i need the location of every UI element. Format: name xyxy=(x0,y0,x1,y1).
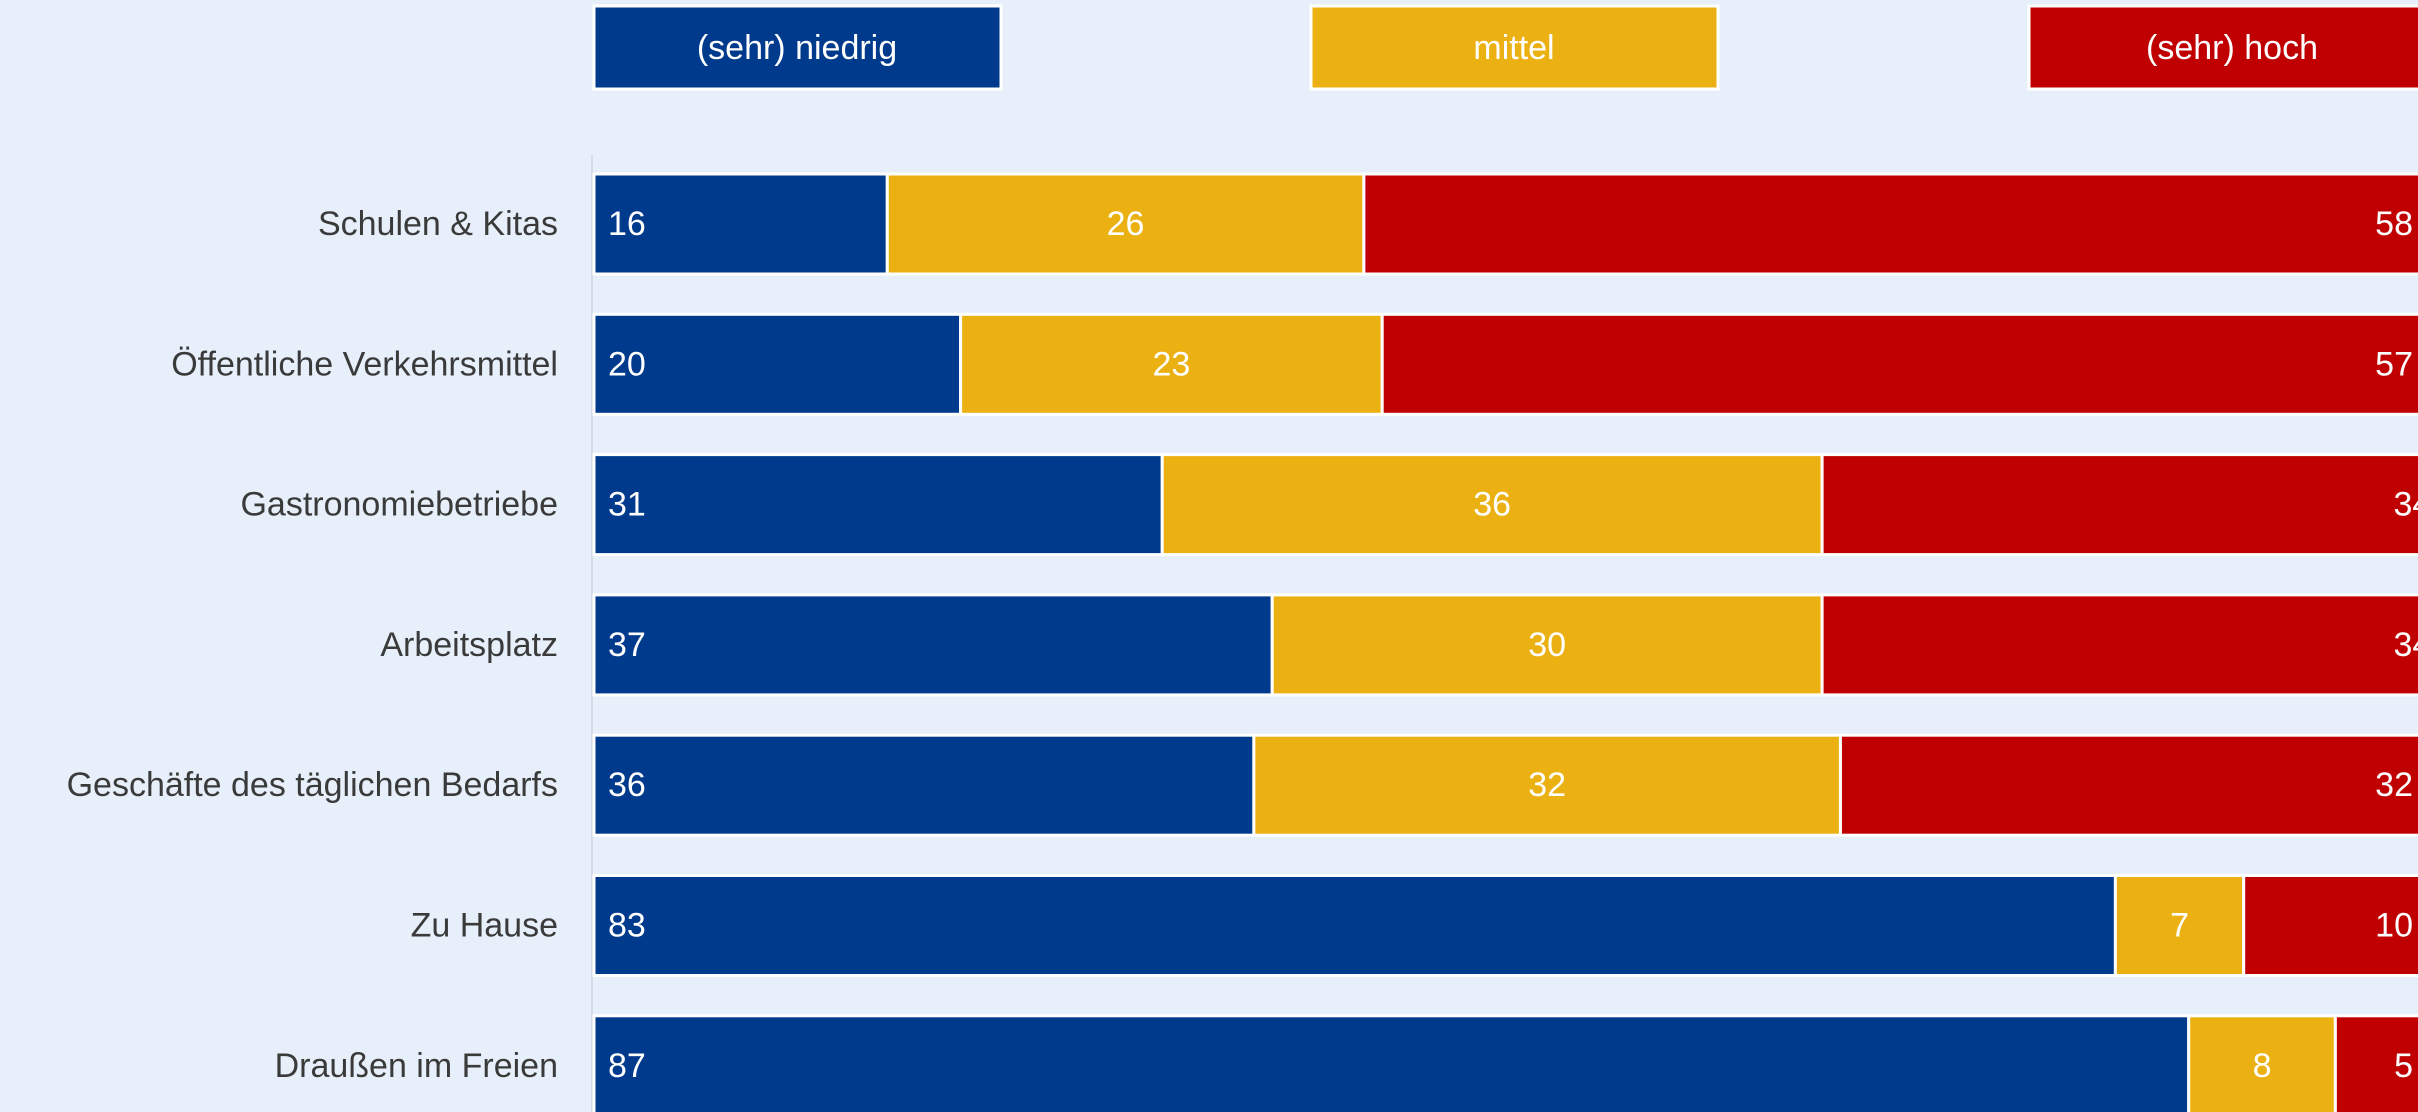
data-label: 7 xyxy=(2170,907,2189,945)
bar-segment xyxy=(592,453,1164,557)
data-label: 10 xyxy=(2375,907,2413,945)
bar-segment xyxy=(2113,874,2246,977)
data-label: 34 xyxy=(2394,626,2418,664)
legend-label: (sehr) niedrig xyxy=(697,29,897,67)
y-tick-label: Geschäfte des täglichen Bedarfs xyxy=(67,766,558,804)
data-label: 36 xyxy=(608,766,646,804)
y-tick-label: Schulen & Kitas xyxy=(318,205,558,243)
data-label: 30 xyxy=(1528,626,1566,664)
legend-label: mittel xyxy=(1473,29,1554,67)
data-label: 8 xyxy=(2253,1047,2272,1085)
data-label: 57 xyxy=(2375,345,2413,383)
data-label: 34 xyxy=(2394,486,2418,524)
data-label: 26 xyxy=(1107,205,1145,243)
y-tick-label: Gastronomiebetriebe xyxy=(240,486,558,524)
legend-swatch xyxy=(2027,4,2418,91)
y-tick-label: Arbeitsplatz xyxy=(380,626,558,664)
legend-swatch xyxy=(1309,4,1720,91)
data-label: 87 xyxy=(608,1047,646,1085)
bar-segment xyxy=(1362,172,2418,276)
bar-segment xyxy=(592,172,889,276)
bar-segment xyxy=(959,312,1384,416)
data-label: 36 xyxy=(1473,486,1511,524)
bar-segment xyxy=(592,312,963,416)
y-tick-label: Draußen im Freien xyxy=(275,1047,558,1085)
legend-swatch xyxy=(592,4,1003,91)
data-label: 16 xyxy=(608,205,646,243)
bar-segment xyxy=(1820,593,2418,697)
data-label: 20 xyxy=(608,345,646,383)
bar-segment xyxy=(1380,312,2418,416)
data-label: 23 xyxy=(1152,345,1190,383)
data-label: 31 xyxy=(608,486,646,524)
bar-segment xyxy=(1160,453,1824,557)
data-label: 32 xyxy=(1528,766,1566,804)
bar-segment xyxy=(2333,1014,2418,1112)
bar-segment xyxy=(592,733,1256,837)
data-label: 83 xyxy=(608,907,646,945)
data-label: 58 xyxy=(2375,205,2413,243)
bar-segment xyxy=(1820,453,2418,557)
bar-segment xyxy=(2187,1014,2337,1112)
bar-segment xyxy=(592,1014,2191,1112)
bar-segment xyxy=(592,874,2117,977)
bar-segment xyxy=(1838,733,2418,837)
bar-segment xyxy=(1270,593,1824,697)
bar-segment xyxy=(592,593,1274,697)
data-label: 37 xyxy=(608,626,646,664)
y-tick-label: Öffentliche Verkehrsmittel xyxy=(171,345,558,383)
legend-label: (sehr) hoch xyxy=(2146,29,2318,67)
bar-segment xyxy=(2242,874,2418,977)
data-label: 5 xyxy=(2394,1047,2413,1085)
y-tick-label: Zu Hause xyxy=(411,907,558,945)
data-label: 32 xyxy=(2375,766,2413,804)
